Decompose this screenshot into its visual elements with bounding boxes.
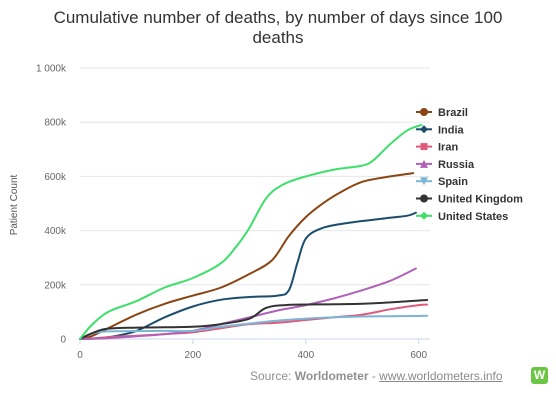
legend-item-brazil[interactable]: Brazil [416,107,468,119]
series-line-russia[interactable] [79,267,417,340]
legend-label: United Kingdom [438,194,523,206]
legend-label: Russia [438,159,475,171]
x-tick-label: 600 [410,350,427,361]
y-tick-label: 0 [60,335,66,346]
y-tick-label: 200k [44,280,67,291]
series-line-india[interactable] [79,211,417,340]
legend-label: United States [438,211,508,223]
y-tick-label: 400k [44,226,67,237]
source-name: Worldometer [294,369,369,383]
x-axis-ticks: 0 200 400 600 [77,339,427,361]
legend-item-united-states[interactable]: United States [416,211,508,223]
series-line-united-kingdom[interactable] [79,299,429,340]
legend-marker-icon [420,125,428,134]
chart-title: Cumulative number of deaths, by number o… [0,8,556,48]
chart-title-line-1: Cumulative number of deaths, by number o… [53,8,503,27]
series-lines [79,123,429,340]
legend-marker-icon [420,143,428,151]
series-line-brazil[interactable] [79,172,415,340]
source-prefix: Source: [250,369,295,383]
series-line-united-states[interactable] [79,123,423,340]
legend-label: India [438,124,465,136]
y-tick-label: 600k [44,172,67,183]
legend-label: Spain [438,176,468,188]
x-tick-label: 400 [297,350,314,361]
legend-marker-icon [420,159,428,168]
legend-label: Iran [438,142,458,154]
legend-label: Brazil [438,107,468,119]
legend-item-russia[interactable]: Russia [416,159,475,171]
source-link[interactable]: www.worldometers.info [379,369,503,383]
legend-item-iran[interactable]: Iran [416,142,458,154]
x-tick-label: 200 [185,350,202,361]
legend-marker-icon [420,177,428,186]
x-tick-label: 0 [77,350,83,361]
grid-lines [80,67,430,286]
legend-marker-icon [420,108,428,116]
legend: Brazil India Iran Russia Spain United Kingdom… [416,107,523,223]
series-line-iran[interactable] [79,303,429,340]
worldometer-logo-icon: W [531,367,548,384]
source-credit: Source: Worldometer - www.worldometers.i… [250,369,503,383]
series-line-spain[interactable] [79,314,429,340]
y-axis-ticks: 0 200k 400k 600k 800k 1 000k [36,64,67,346]
legend-item-spain[interactable]: Spain [416,176,468,188]
source-separator: - [368,369,380,383]
y-tick-label: 800k [44,118,67,129]
legend-marker-icon [420,211,428,220]
chart-title-line-2: deaths [252,28,304,47]
legend-marker-icon [420,194,428,203]
legend-item-india[interactable]: India [416,124,465,136]
y-axis-label: Patient Count [9,174,20,235]
y-tick-label: 1 000k [36,64,67,75]
legend-item-united-kingdom[interactable]: United Kingdom [416,194,523,206]
